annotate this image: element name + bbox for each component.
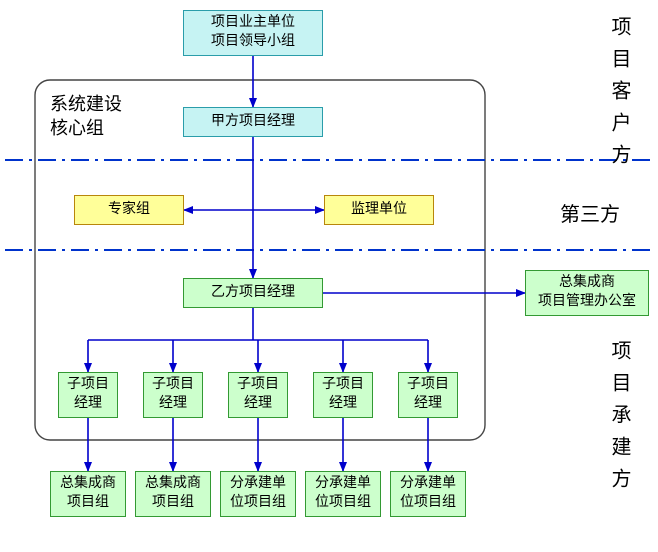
node-team3: 分承建单 位项目组: [220, 471, 296, 517]
group-label: 系统建设 核心组: [50, 92, 122, 141]
node-sub3: 子项目 经理: [228, 372, 288, 418]
node-experts: 专家组: [74, 195, 184, 225]
node-team2: 总集成商 项目组: [135, 471, 211, 517]
diagram-canvas: 项目业主单位 项目领导小组甲方项目经理专家组 监理单位乙方项目经理 总集成商 项目管…: [0, 0, 658, 552]
node-sub5: 子项目 经理: [398, 372, 458, 418]
node-yifang: 乙方项目经理: [183, 278, 323, 308]
side-label-bottom: 项目承建方: [605, 340, 634, 500]
node-pmo: 总集成商 项目管理办公室: [525, 270, 649, 316]
node-team4: 分承建单 位项目组: [305, 471, 381, 517]
node-sub1: 子项目 经理: [58, 372, 118, 418]
node-team5: 分承建单 位项目组: [390, 471, 466, 517]
node-sub4: 子项目 经理: [313, 372, 373, 418]
node-sub2: 子项目 经理: [143, 372, 203, 418]
side-label-mid: 第三方: [560, 198, 620, 227]
side-label-top: 项目客户方: [605, 16, 634, 176]
node-jiafang: 甲方项目经理: [183, 107, 323, 137]
node-jianli: 监理单位: [324, 195, 434, 225]
node-owner: 项目业主单位 项目领导小组: [183, 10, 323, 56]
node-team1: 总集成商 项目组: [50, 471, 126, 517]
